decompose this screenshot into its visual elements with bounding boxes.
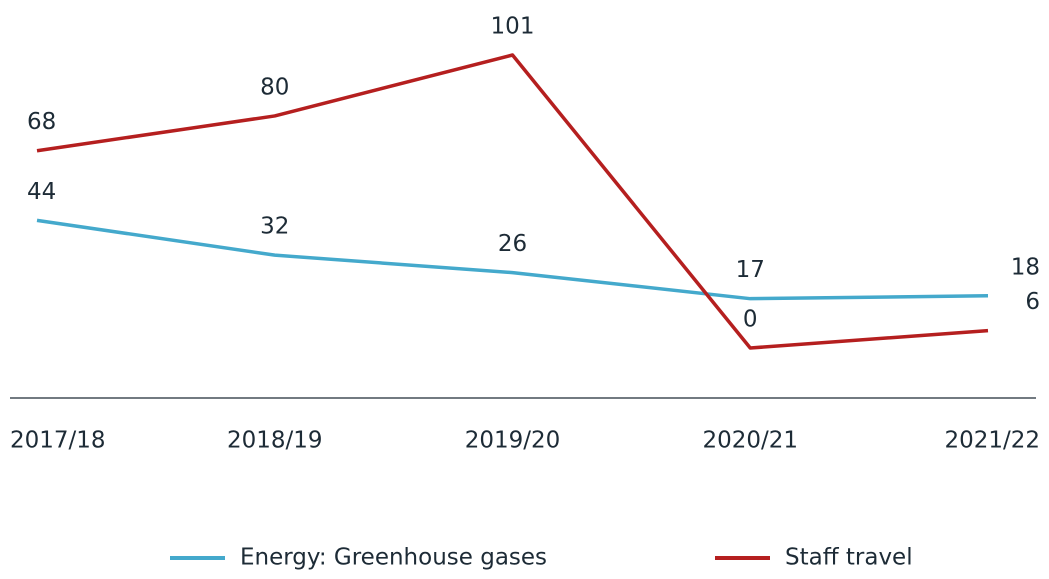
data-label: 32 xyxy=(260,214,289,240)
x-tick-label: 2017/18 xyxy=(10,428,106,454)
data-label: 26 xyxy=(498,231,527,257)
series-line xyxy=(36,218,989,301)
x-tick-label: 2019/20 xyxy=(465,428,561,454)
data-label: 17 xyxy=(736,257,765,283)
data-label: 68 xyxy=(27,109,56,135)
legend-label: Energy: Greenhouse gases xyxy=(240,545,547,571)
data-label: 80 xyxy=(260,74,289,100)
data-label: 18 xyxy=(1011,254,1040,280)
data-label: 0 xyxy=(743,307,758,333)
data-label: 44 xyxy=(27,179,56,205)
x-tick-label: 2018/19 xyxy=(227,428,323,454)
data-label: 101 xyxy=(491,14,535,40)
legend-label: Staff travel xyxy=(785,545,913,571)
data-label: 6 xyxy=(1025,289,1040,315)
x-tick-label: 2020/21 xyxy=(702,428,798,454)
series-line xyxy=(36,53,989,350)
x-tick-label: 2021/22 xyxy=(944,428,1040,454)
